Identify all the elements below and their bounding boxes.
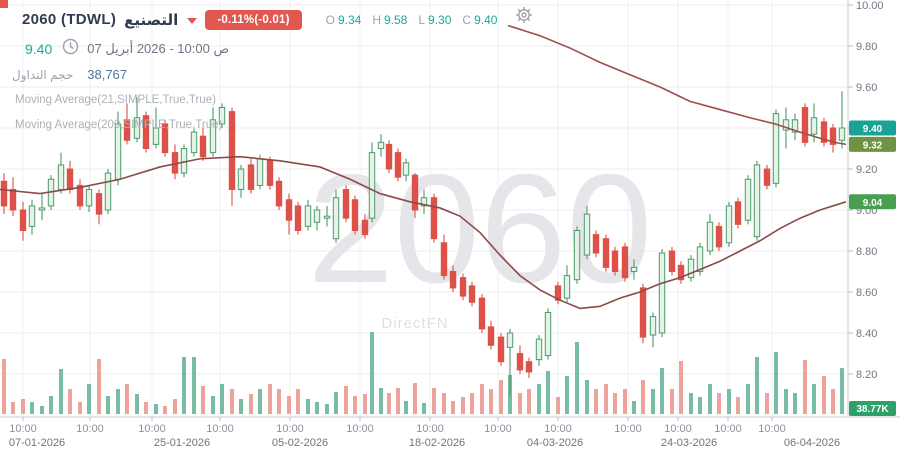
svg-text:18-02-2026: 18-02-2026 <box>409 437 465 449</box>
svg-text:10:00: 10:00 <box>484 423 512 435</box>
y-axis-labels: 10.009.809.609.409.209.008.808.608.408.2… <box>848 0 884 381</box>
price-badges: 9.40 9.32 9.04 38.77K <box>849 120 896 416</box>
ma21-legend: Moving Average(21,SIMPLE,True,True) <box>15 94 216 106</box>
svg-text:07-01-2026: 07-01-2026 <box>9 437 65 449</box>
last-price-badge: 9.40 <box>849 120 896 136</box>
svg-text:10:00: 10:00 <box>276 423 304 435</box>
ma21-line <box>0 155 847 310</box>
ma200-legend: Moving Average(200,SIMPLE,True,True) <box>15 119 223 131</box>
svg-text:04-03-2026: 04-03-2026 <box>527 437 583 449</box>
svg-text:10:00: 10:00 <box>76 423 104 435</box>
svg-text:10:00: 10:00 <box>544 423 572 435</box>
svg-text:10:00: 10:00 <box>714 423 742 435</box>
svg-text:8.20: 8.20 <box>856 369 877 381</box>
svg-text:10:00: 10:00 <box>664 423 692 435</box>
candlesticks <box>0 91 846 397</box>
svg-text:10:00: 10:00 <box>206 423 234 435</box>
svg-text:8.80: 8.80 <box>856 246 877 258</box>
brand-watermark: DirectFN <box>381 315 448 332</box>
svg-text:38.77K: 38.77K <box>856 404 889 415</box>
svg-text:9.60: 9.60 <box>856 82 877 94</box>
ma21-value-badge: 9.04 <box>849 194 896 210</box>
gridlines <box>0 0 848 417</box>
symbol-watermark: 2060 <box>308 142 653 315</box>
ma200-line <box>507 24 847 146</box>
volume-bars <box>2 332 844 414</box>
volume-axis-badge: 38.77K <box>849 401 896 416</box>
symbol-name-arabic: التصنيع <box>124 11 179 29</box>
clock-icon <box>62 38 79 60</box>
svg-text:10:00: 10:00 <box>9 423 37 435</box>
svg-text:8.60: 8.60 <box>856 287 877 299</box>
ma200-value-badge: 9.32 <box>849 136 896 152</box>
last-price-text: 9.40 <box>25 41 53 57</box>
svg-text:10:00: 10:00 <box>138 423 166 435</box>
ohlc-item: H 9.58 <box>372 12 408 27</box>
alert-dot <box>0 0 8 8</box>
svg-text:10:00: 10:00 <box>758 423 786 435</box>
svg-text:24-03-2026: 24-03-2026 <box>661 437 717 449</box>
svg-text:06-04-2026: 06-04-2026 <box>784 437 840 449</box>
svg-text:9.32: 9.32 <box>863 140 883 151</box>
symbol-title[interactable]: 2060 (TDWL) <box>22 11 117 28</box>
svg-text:10:00: 10:00 <box>346 423 374 435</box>
ohlc-row: O 9.34 H 9.58 L 9.30 C 9.40 <box>326 13 498 27</box>
volume-label: حجم التداول <box>12 67 74 82</box>
settings-gear-icon[interactable] <box>513 4 535 31</box>
svg-text:9.80: 9.80 <box>856 41 877 53</box>
axes <box>0 0 900 418</box>
change-badge: -0.11%(-0.01) <box>205 9 302 30</box>
svg-text:25-01-2026: 25-01-2026 <box>154 437 210 449</box>
svg-text:9.20: 9.20 <box>856 164 877 176</box>
svg-text:9.04: 9.04 <box>863 198 883 209</box>
svg-text:05-02-2026: 05-02-2026 <box>272 437 328 449</box>
svg-text:10:00: 10:00 <box>416 423 444 435</box>
datetime-label: 07 ص 10:00 - 2026 أبريل <box>87 41 230 56</box>
x-axis-labels: 10:00 10:00 10:00 10:00 10:00 10:00 10:00 10:00… <box>9 417 840 449</box>
svg-text:10.00: 10.00 <box>856 0 884 12</box>
svg-text:10:00: 10:00 <box>614 423 642 435</box>
symbol-dropdown-icon[interactable] <box>187 18 198 24</box>
svg-text:8.40: 8.40 <box>856 328 877 340</box>
ohlc-item: C 9.40 <box>462 12 498 27</box>
ohlc-item: L 9.30 <box>418 12 452 27</box>
ohlc-item: O 9.34 <box>325 12 362 27</box>
svg-text:9.40: 9.40 <box>863 124 883 135</box>
volume-value: 38,767 <box>87 67 128 82</box>
